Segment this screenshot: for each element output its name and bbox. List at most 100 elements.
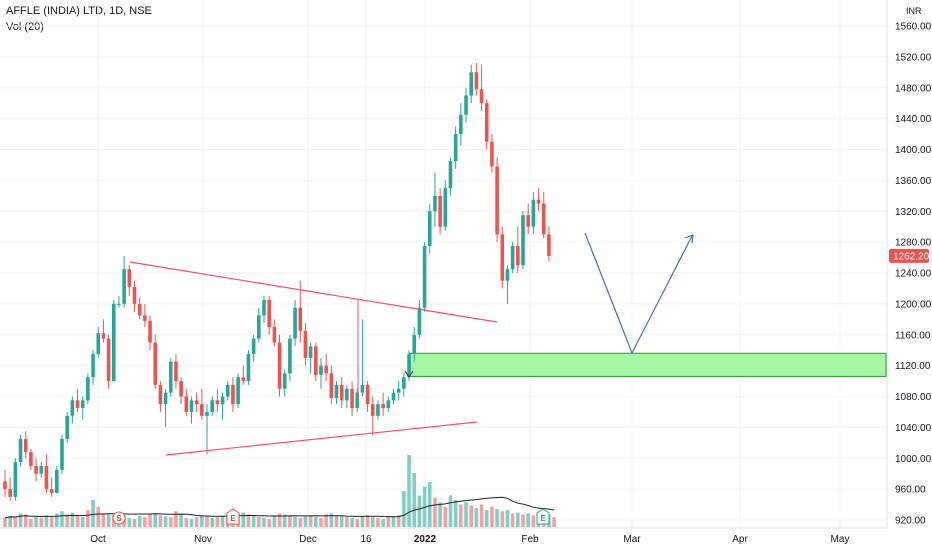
- svg-text:1262.20: 1262.20: [893, 251, 930, 262]
- candle-body: [80, 400, 85, 409]
- candle-body: [137, 303, 142, 316]
- volume-bar: [370, 517, 375, 527]
- indicator-label: Vol (20): [6, 21, 44, 33]
- volume-bar: [127, 518, 132, 527]
- candle-body: [168, 361, 173, 393]
- volume-bar: [194, 517, 199, 527]
- currency-label: INR: [906, 6, 922, 16]
- volume-bar: [459, 504, 463, 527]
- volume-bar: [55, 513, 59, 527]
- candle-body: [3, 481, 7, 490]
- volume-bar: [80, 517, 85, 527]
- time-axis[interactable]: Oct Nov Dec 16 2022 Feb Mar Apr May: [90, 534, 849, 545]
- volume-bar: [505, 509, 510, 527]
- volume-bar: [257, 517, 261, 527]
- price-tick-label: 1160.00: [895, 330, 931, 341]
- volume-bar: [106, 514, 111, 527]
- candle-body: [521, 215, 525, 266]
- candle-body: [370, 404, 375, 416]
- volume-bar: [324, 514, 328, 527]
- volume-bar: [319, 518, 323, 527]
- volume-bar: [184, 518, 189, 527]
- candle-body: [251, 338, 256, 355]
- volume-bar: [272, 516, 277, 527]
- candle-body: [484, 103, 489, 142]
- drawings[interactable]: [129, 232, 694, 456]
- volume-bar: [75, 515, 80, 527]
- candle-body: [319, 365, 323, 375]
- event-marker: E: [536, 508, 550, 525]
- candle-body: [179, 381, 183, 397]
- volume-bar: [205, 516, 209, 527]
- event-icon: [112, 511, 126, 525]
- candle-body: [158, 384, 163, 405]
- candle-body: [417, 307, 422, 335]
- volume-bar: [200, 515, 204, 527]
- candle-body: [231, 384, 235, 405]
- candle-body: [459, 114, 463, 135]
- volume-bar: [3, 518, 7, 527]
- volume-bar: [148, 514, 152, 527]
- price-tick-label: 1080.00: [895, 392, 932, 403]
- volume-bar: [29, 518, 33, 527]
- candle-body: [500, 234, 505, 281]
- candle-body: [422, 245, 427, 308]
- volume-bar: [427, 482, 432, 527]
- volume-bar: [484, 509, 489, 527]
- candle-body: [267, 300, 271, 328]
- candle-body: [402, 377, 406, 389]
- projection-path: [584, 232, 693, 355]
- candle-body: [531, 199, 536, 227]
- candle-body: [225, 384, 230, 397]
- volume-bar: [277, 513, 282, 527]
- candle-body: [184, 396, 189, 412]
- volume-ma-line: [4, 496, 555, 519]
- candle-body: [329, 373, 334, 399]
- candle-body: [236, 377, 240, 405]
- candle-body: [495, 166, 499, 235]
- volume-bar: [402, 491, 406, 527]
- candle-body: [23, 438, 28, 453]
- candle-body: [298, 307, 303, 331]
- candle-body: [282, 373, 287, 389]
- price-tick-label: 1040.00: [895, 423, 932, 434]
- volume-bar: [474, 508, 479, 527]
- candle-body: [427, 211, 432, 246]
- candle-body: [262, 300, 266, 316]
- volume-bar: [391, 516, 396, 527]
- candle-body: [60, 438, 64, 470]
- demand-zone[interactable]: [409, 352, 887, 377]
- candle-body: [215, 400, 220, 405]
- volume-bar: [552, 517, 556, 527]
- volume-bar: [464, 502, 468, 527]
- volume-bar: [262, 518, 266, 527]
- candle-body: [148, 320, 152, 343]
- candle-body: [350, 388, 354, 409]
- price-tick-label: 960.00: [895, 485, 926, 496]
- candle-body: [143, 315, 147, 321]
- candle-body: [308, 346, 313, 358]
- candle-body: [396, 388, 401, 393]
- volume-bar: [65, 514, 69, 527]
- candle-body: [360, 384, 365, 393]
- candle-body: [464, 95, 468, 115]
- volume-bar: [96, 506, 101, 527]
- volume-bar: [101, 513, 106, 527]
- time-tick-label: Mar: [623, 534, 641, 545]
- volume-bar: [479, 504, 484, 527]
- volume-bar: [381, 518, 385, 527]
- candle-body: [55, 469, 59, 493]
- price-axis[interactable]: 1560.00 1520.00 1480.00 1440.00 1400.00 1360.…: [895, 22, 932, 527]
- grid: [0, 0, 887, 528]
- price-tick-label: 1440.00: [895, 114, 932, 125]
- volume-bar: [516, 512, 520, 527]
- volume-bar: [13, 517, 18, 527]
- candle-body: [339, 384, 344, 401]
- candle-body: [96, 333, 101, 355]
- volume-bar: [521, 514, 525, 527]
- last-price-label: 1262.20: [889, 248, 930, 263]
- event-marker-letter: E: [540, 514, 546, 523]
- volume-bar: [308, 515, 313, 527]
